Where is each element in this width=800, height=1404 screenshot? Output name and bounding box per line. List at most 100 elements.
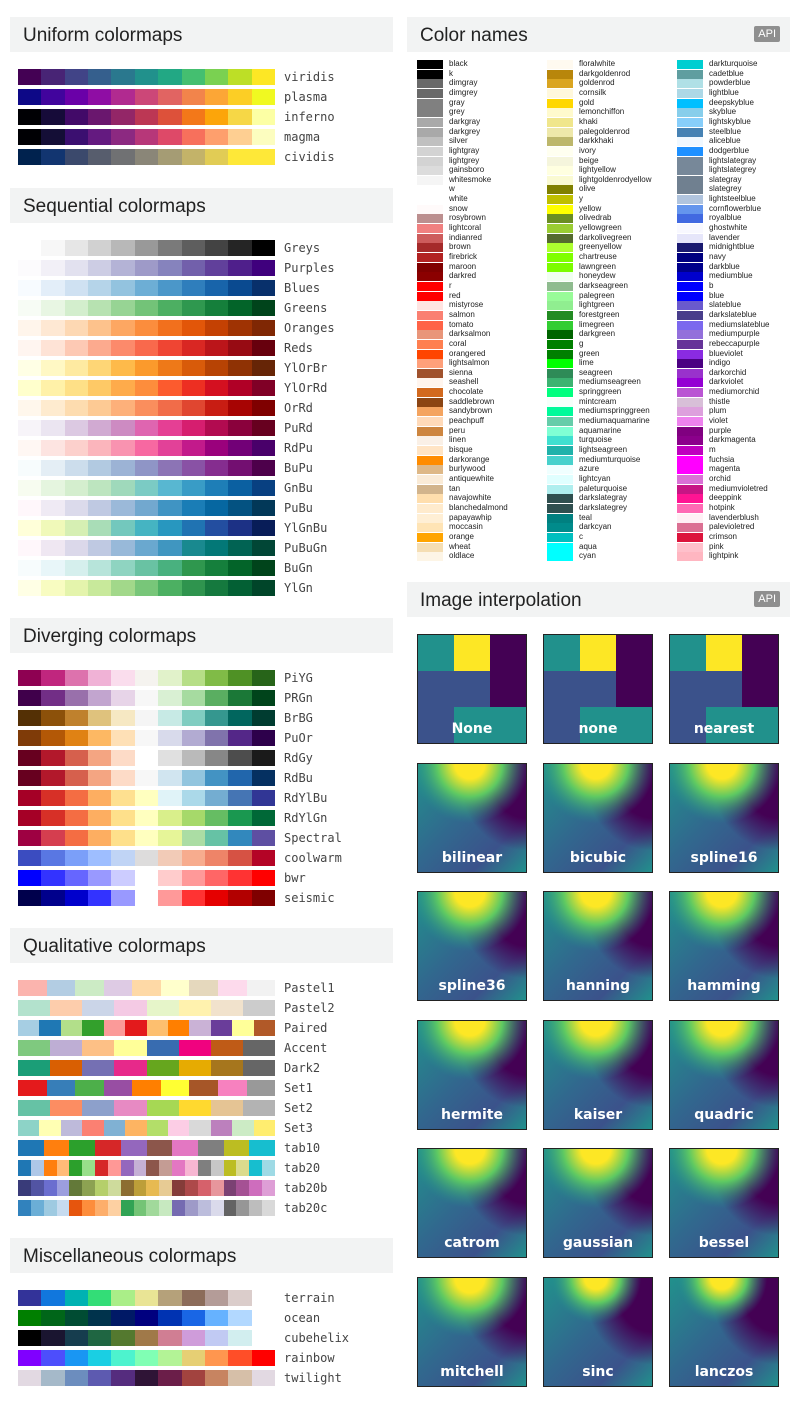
interpolation-method-label: bessel (698, 1235, 750, 1252)
color-name-label: tan (449, 483, 461, 493)
colormap-swatch (114, 1060, 147, 1076)
colormap-swatch (111, 1370, 135, 1386)
colormap-name: Oranges (284, 321, 335, 335)
interpolation-image (418, 1020, 526, 1129)
colormap-bar (18, 69, 275, 85)
color-name-label: peru (449, 425, 466, 435)
colormap-swatch (103, 1080, 133, 1096)
color-swatch (677, 494, 703, 504)
colormap-row: tab10 (10, 1140, 393, 1158)
color-swatch (417, 397, 443, 407)
colormap-name: Pastel1 (284, 981, 335, 995)
color-names-api-button[interactable]: API (754, 26, 780, 42)
colormap-swatch (228, 870, 252, 886)
colormap-bar (18, 320, 275, 336)
interpolation-method-label: hamming (687, 978, 761, 995)
colormap-swatch (181, 750, 205, 766)
color-swatch (677, 88, 703, 98)
interpolation-image (418, 1278, 526, 1386)
colormap-swatch (88, 1350, 112, 1366)
colormap-bar (18, 1120, 276, 1136)
interpolation-api-button[interactable]: API (754, 591, 780, 607)
color-name-label: oldlace (449, 551, 475, 561)
colormap-swatch (158, 830, 182, 846)
colormap-swatch (204, 670, 229, 686)
colormap-swatch (251, 710, 275, 726)
interpolation-image (418, 892, 526, 1001)
colormap-swatch (64, 1310, 89, 1326)
interp-layer (544, 1020, 652, 1129)
colormap-swatch (50, 1040, 83, 1056)
colormap-swatch (41, 830, 65, 846)
colormap-swatch (18, 1180, 31, 1196)
colormap-name: Dark2 (284, 1061, 321, 1075)
colormap-swatch (64, 149, 89, 165)
colormap-swatch (18, 980, 47, 996)
section-title: Sequential colormaps (23, 196, 206, 217)
colormap-swatch (249, 1180, 263, 1196)
colormap-swatch (228, 520, 252, 536)
colormap-swatch (181, 1310, 205, 1326)
color-name-label: black (449, 59, 468, 68)
colormap-swatch (251, 400, 275, 416)
colormap-row: ocean (10, 1310, 393, 1328)
interpolation-tile: spline16 (669, 762, 779, 873)
colormap-swatch (132, 1080, 161, 1096)
interpolation-method-label: bilinear (441, 849, 503, 866)
interp-layer (670, 1149, 778, 1258)
colormap-swatch (228, 380, 252, 396)
colormap-swatch (204, 790, 229, 806)
colormap-bar (18, 1020, 276, 1036)
color-name-label: purple (709, 425, 732, 435)
color-name-label: mediumaquamarine (579, 416, 650, 426)
color-swatch (547, 224, 573, 234)
colormap-swatch (181, 300, 205, 316)
colormap-swatch (228, 320, 252, 336)
color-name-label: thistle (709, 396, 730, 406)
colormap-swatch (114, 1000, 147, 1016)
colormap-swatch (210, 1040, 243, 1056)
interpolation-method-label: sinc (582, 1364, 614, 1380)
interp-layer (544, 892, 652, 1001)
colormap-swatch (158, 440, 182, 456)
colormap-row: YlGnBu (10, 520, 393, 538)
color-name-label: khaki (579, 116, 598, 126)
interp-cell (418, 635, 454, 671)
interpolation-image (670, 1149, 778, 1258)
interpolation-tile: none (543, 634, 653, 744)
color-swatch (547, 233, 573, 243)
interpolation-method-label: catrom (444, 1235, 500, 1252)
color-swatch (547, 127, 573, 137)
colormap-swatch (64, 790, 89, 806)
color-name-label: coral (449, 338, 467, 348)
colormap-swatch (18, 480, 42, 496)
colormap-swatch (41, 260, 65, 276)
colormap-swatch (253, 1120, 276, 1136)
color-name-label: beige (579, 155, 599, 165)
interpolation-image (418, 635, 526, 743)
colormap-swatch (251, 670, 275, 686)
colormap-swatch (18, 1140, 44, 1156)
colormap-swatch (158, 280, 182, 296)
colormap-swatch (88, 1290, 112, 1306)
color-swatch (677, 60, 703, 69)
colormap-bar (18, 480, 275, 496)
color-swatch (547, 262, 573, 272)
colormap-swatch (181, 480, 205, 496)
colormap-swatch (184, 1180, 198, 1196)
color-swatch (547, 455, 573, 465)
colormap-swatch (210, 1000, 243, 1016)
color-name-label: seagreen (579, 367, 613, 377)
color-swatch (677, 185, 703, 195)
colormap-swatch (204, 500, 229, 516)
color-name-label: bisque (449, 445, 473, 454)
colormap-swatch (134, 340, 159, 356)
colormap-swatch (204, 460, 229, 476)
colormap-swatch (204, 710, 229, 726)
colormap-swatch (18, 240, 42, 256)
interpolation-image (670, 1020, 778, 1129)
colormap-swatch (236, 1200, 250, 1216)
colormap-bar (18, 260, 275, 276)
colormap-swatch (64, 109, 89, 125)
color-name-label: darkblue (709, 261, 740, 271)
